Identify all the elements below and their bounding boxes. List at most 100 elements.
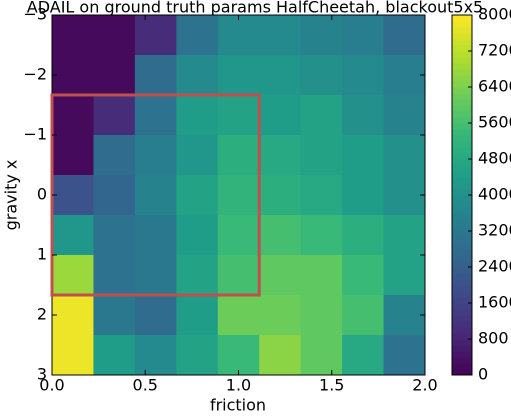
colorbar-segment [452,129,472,136]
heatmap-cell [300,175,343,216]
heatmap-cell [342,55,385,96]
colorbar-tick-label: 800 [478,329,509,348]
x-tick-label: 1.0 [226,376,251,395]
heatmap-cell [259,135,302,176]
colorbar-segment [452,369,472,376]
heatmap-cell [176,175,219,216]
colorbar-segment [452,333,472,340]
y-tick-label: −1 [23,125,47,144]
colorbar-segment [452,255,472,262]
colorbar-segment [452,75,472,82]
heatmap-cell [93,175,136,216]
heatmap-cell [217,215,260,256]
heatmap-cell [259,175,302,216]
colorbar-segment [452,249,472,256]
heatmap-cell [93,15,136,56]
heatmap-cell [342,135,385,176]
heatmap-cell [383,95,426,136]
colorbar-segment [452,327,472,334]
colorbar-tick-label: 4000 [478,185,511,204]
y-tick-label: 2 [37,305,47,324]
heatmap-cell [93,95,136,136]
colorbar-segment [452,183,472,190]
heatmap-cell [300,135,343,176]
colorbar-segment [452,297,472,304]
x-tick-label: 1.5 [319,376,344,395]
heatmap-cell [176,335,219,376]
heatmap-cell [176,215,219,256]
colorbar-tick-label: 6400 [478,77,511,96]
colorbar-segment [452,87,472,94]
colorbar-segment [452,57,472,64]
colorbar-tick-label: 0 [478,365,488,384]
heatmap-cell [383,255,426,296]
heatmap-cell [176,295,219,336]
heatmap-cell [134,255,177,296]
colorbar-segment [452,33,472,40]
heatmap-cell [300,295,343,336]
colorbar-segment [452,345,472,352]
heatmap-cell [383,55,426,96]
colorbar-segment [452,93,472,100]
colorbar-tick-label: 2400 [478,257,511,276]
heatmap-cell [217,95,260,136]
colorbar-segment [452,51,472,58]
heatmap-cell [93,55,136,96]
heatmap-cell [217,135,260,176]
heatmap-cell [342,215,385,256]
colorbar-segment [452,291,472,298]
colorbar-tick-label: 3200 [478,221,511,240]
heatmap-cell [134,15,177,56]
colorbar-tick-label: 1600 [478,293,511,312]
colorbar-segment [452,159,472,166]
heatmap-cell [300,95,343,136]
heatmap-cell [134,175,177,216]
heatmap-cell [217,255,260,296]
colorbar-segment [452,237,472,244]
colorbar-segment [452,315,472,322]
heatmap-cell [383,135,426,176]
heatmap-cell [134,55,177,96]
colorbar-segment [452,303,472,310]
colorbar-segment [452,189,472,196]
heatmap-cell [52,335,94,376]
colorbar-segment [452,27,472,34]
heatmap-cell [176,55,219,96]
heatmap-cell [134,335,177,376]
colorbar-segment [452,279,472,286]
heatmap-cell [93,215,136,256]
x-tick-label: 0.0 [39,376,64,395]
heatmap-cell [134,215,177,256]
heatmap-cell [176,255,219,296]
colorbar-segment [452,357,472,364]
y-tick-label: 3 [37,365,47,384]
chart-title: ADAIL on ground truth params HalfCheetah… [27,0,483,17]
colorbar-segment [452,153,472,160]
colorbar-segment [452,225,472,232]
colorbar-segment [452,21,472,28]
colorbar-segment [452,261,472,268]
heatmap-cell [52,295,94,336]
heatmap-cell [342,95,385,136]
x-tick-label: 2.0 [412,376,437,395]
heatmap-cell [342,255,385,296]
heatmap-cell [300,335,343,376]
colorbar-tick-label: 4800 [478,149,511,168]
heatmap-cell [342,335,385,376]
y-tick-label: −3 [23,5,47,24]
heatmap-cell [342,15,385,56]
heatmap-cell [259,295,302,336]
heatmap-cell [383,295,426,336]
colorbar-segment [452,117,472,124]
heatmap-cell [383,15,426,56]
colorbar-segment [452,123,472,130]
colorbar-segment [452,219,472,226]
colorbar-segment [452,231,472,238]
colorbar-segment [452,207,472,214]
colorbar-segment [452,147,472,154]
x-tick-label: 0.5 [133,376,158,395]
heatmap-cell [217,55,260,96]
heatmap-cell [52,95,94,136]
colorbar-segment [452,111,472,118]
